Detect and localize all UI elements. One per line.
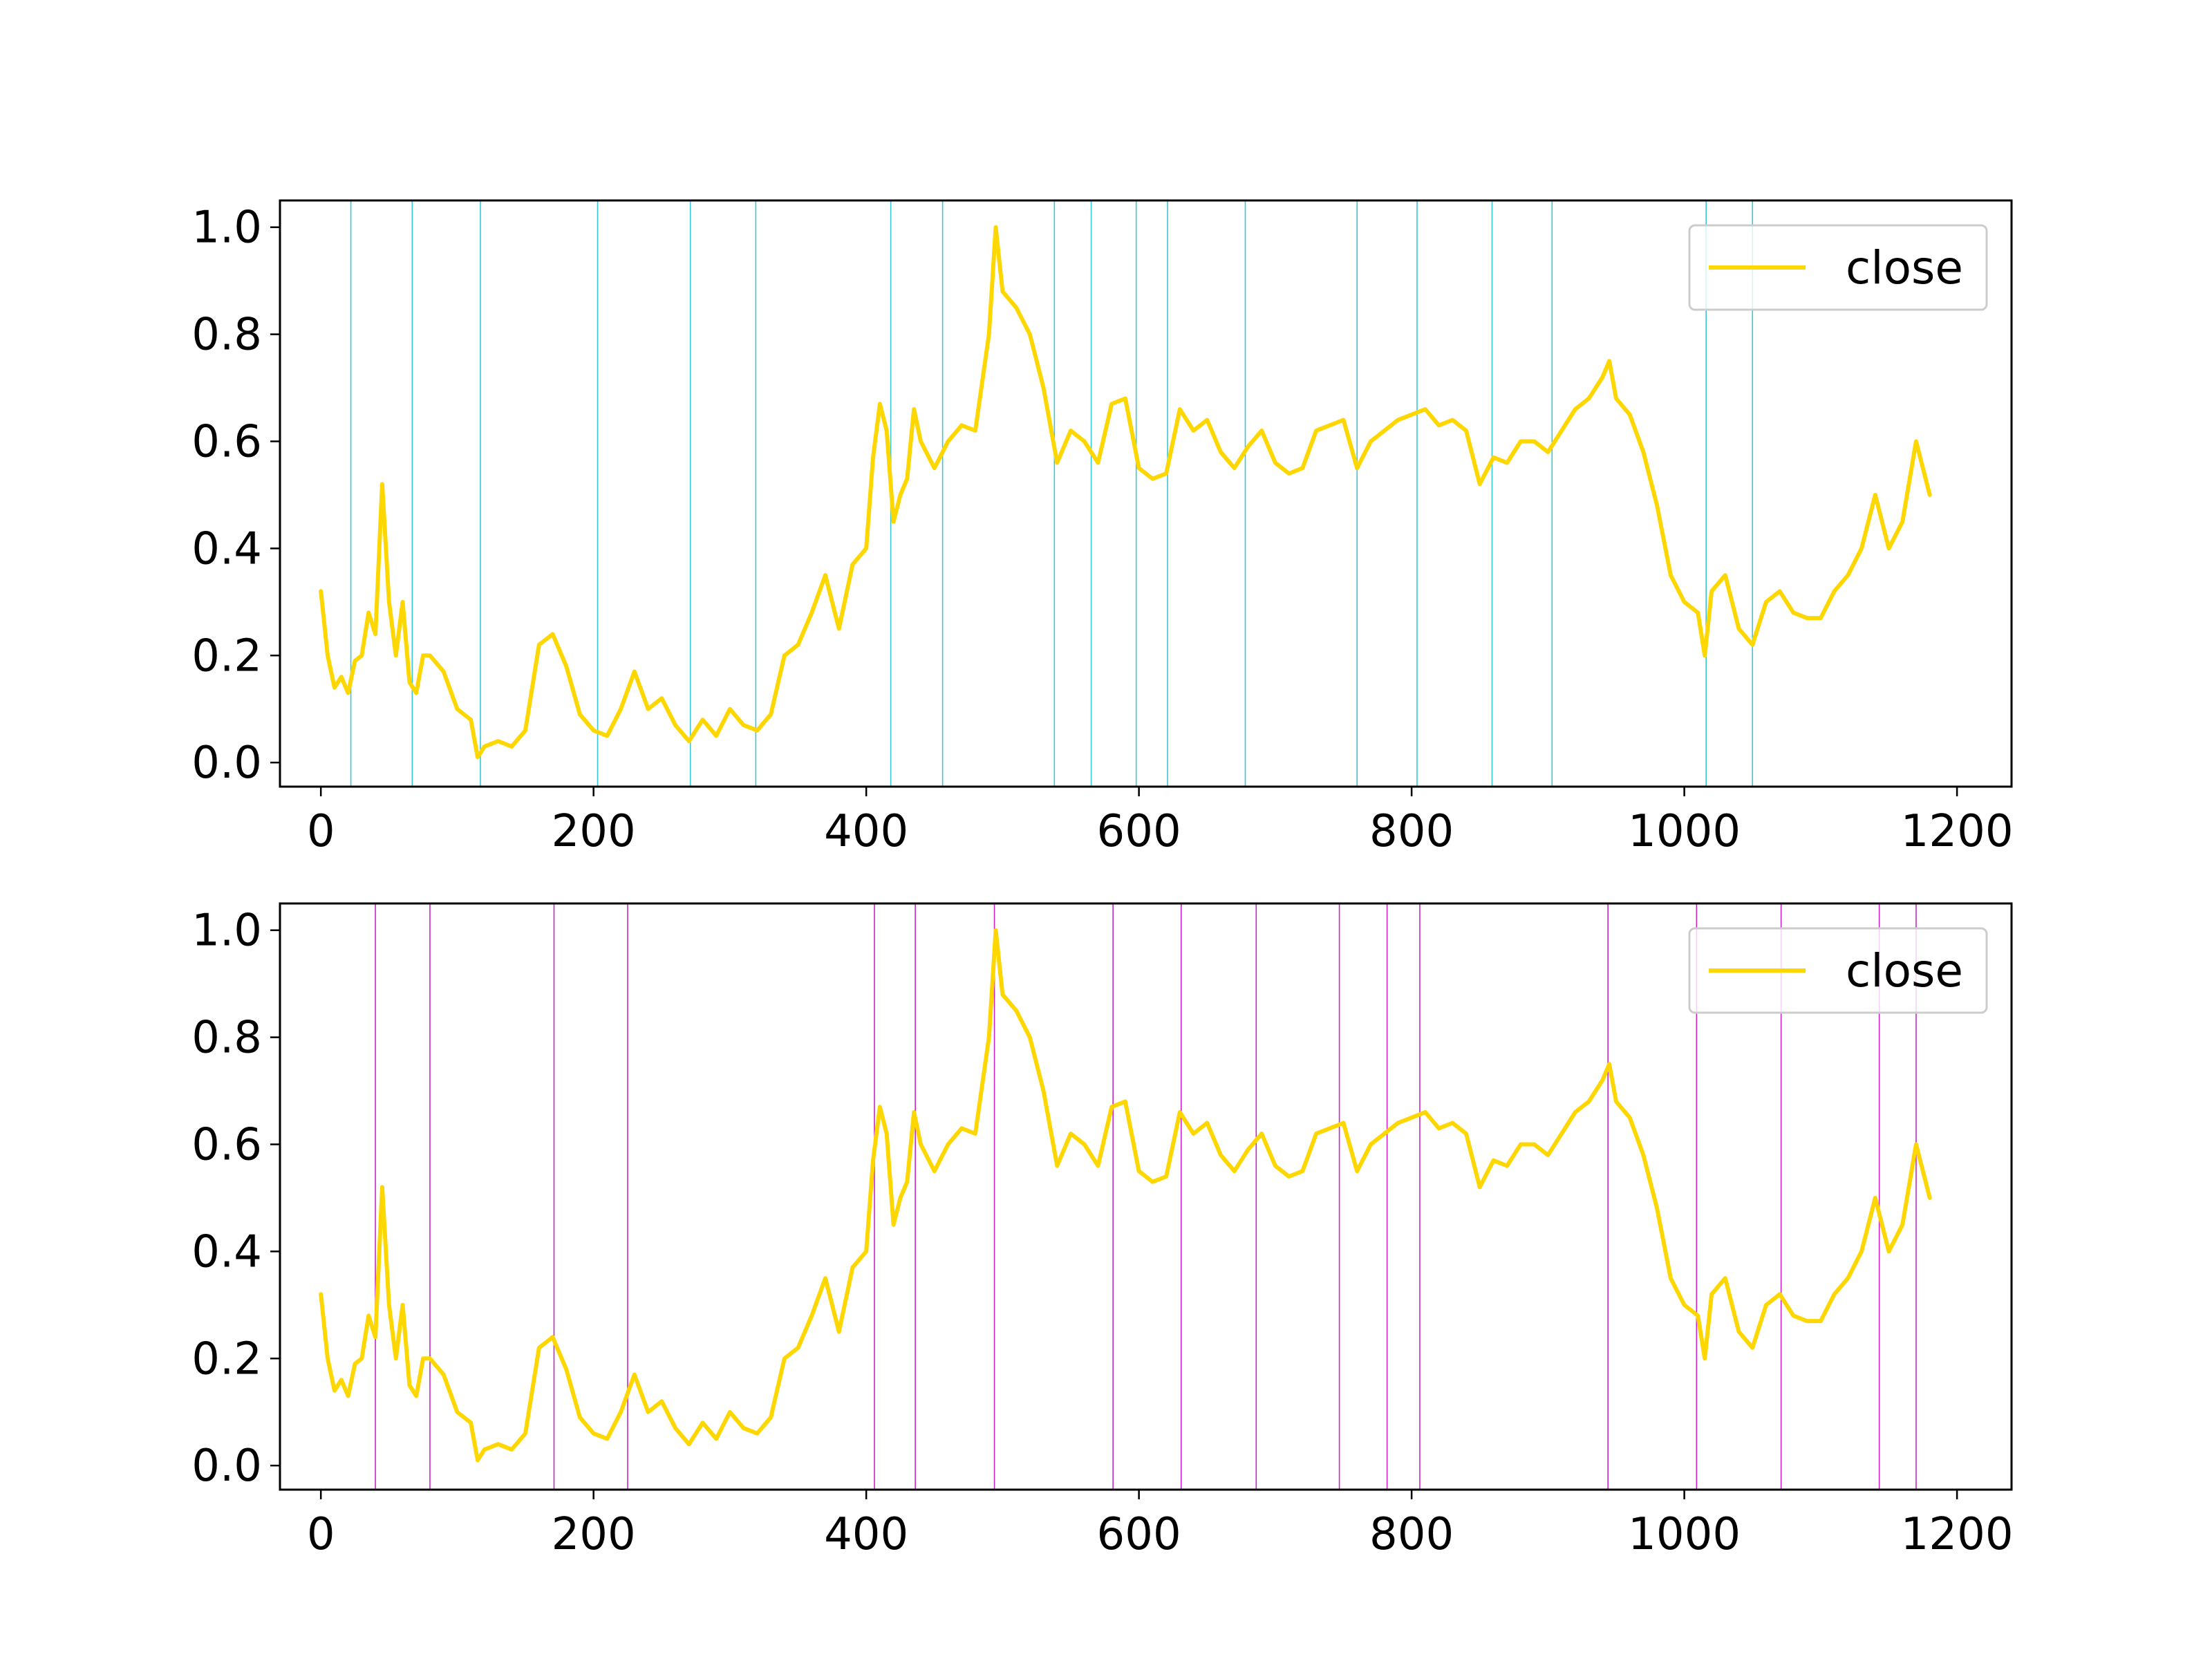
top-legend: close bbox=[1688, 224, 1988, 311]
top-x-tick-label: 1200 bbox=[1901, 806, 2014, 857]
top-y-tick-label: 0.0 bbox=[191, 738, 262, 789]
bottom-legend-box bbox=[1688, 927, 1988, 1014]
bottom-chart-panel: 0 200 400 600 800 1000 1200 0.0 0.2 0.4 0.6 0.8 1.0 c… bbox=[191, 902, 2014, 1560]
top-x-tick-label: 600 bbox=[1097, 806, 1181, 857]
bottom-legend-label: close bbox=[1846, 944, 1963, 997]
bottom-x-tick-label: 0 bbox=[307, 1509, 335, 1560]
bottom-y-tick-label: 0.8 bbox=[191, 1013, 262, 1064]
bottom-legend: close bbox=[1688, 927, 1988, 1014]
top-legend-label: close bbox=[1846, 241, 1963, 294]
bottom-y-tick-label: 1.0 bbox=[191, 906, 262, 957]
top-close-series-line bbox=[319, 225, 1932, 760]
bottom-y-tick-label: 0.4 bbox=[191, 1226, 262, 1277]
top-axes-frame bbox=[279, 199, 2013, 788]
top-y-tick-label: 0.6 bbox=[191, 416, 262, 467]
bottom-close-series-line bbox=[319, 928, 1932, 1463]
bottom-y-tick-label: 0.2 bbox=[191, 1333, 262, 1385]
bottom-x-tick-label: 1200 bbox=[1901, 1509, 2014, 1560]
top-x-tick-label: 0 bbox=[307, 806, 335, 857]
top-x-tick-label: 1000 bbox=[1628, 806, 1741, 857]
bottom-y-tick-label: 0.0 bbox=[191, 1441, 262, 1492]
top-x-tick-label: 200 bbox=[552, 806, 636, 857]
bottom-x-tick-label: 800 bbox=[1369, 1509, 1454, 1560]
top-y-tick-label: 1.0 bbox=[191, 203, 262, 254]
bottom-y-tick-label: 0.6 bbox=[191, 1119, 262, 1170]
bottom-x-tick-label: 200 bbox=[552, 1509, 636, 1560]
top-chart-panel: 0 200 400 600 800 1000 1200 0.0 0.2 0.4 0.6 0.8 1.0 c… bbox=[191, 199, 2014, 857]
top-y-tick-label: 0.8 bbox=[191, 310, 262, 361]
bottom-axes-frame bbox=[279, 902, 2013, 1491]
bottom-x-tick-label: 1000 bbox=[1628, 1509, 1741, 1560]
top-y-tick-label: 0.2 bbox=[191, 630, 262, 682]
top-x-tick-label: 400 bbox=[824, 806, 908, 857]
top-x-tick-label: 800 bbox=[1369, 806, 1454, 857]
bottom-x-tick-label: 600 bbox=[1097, 1509, 1181, 1560]
top-y-tick-label: 0.4 bbox=[191, 523, 262, 574]
top-legend-box bbox=[1688, 224, 1988, 311]
bottom-x-tick-label: 400 bbox=[824, 1509, 908, 1560]
